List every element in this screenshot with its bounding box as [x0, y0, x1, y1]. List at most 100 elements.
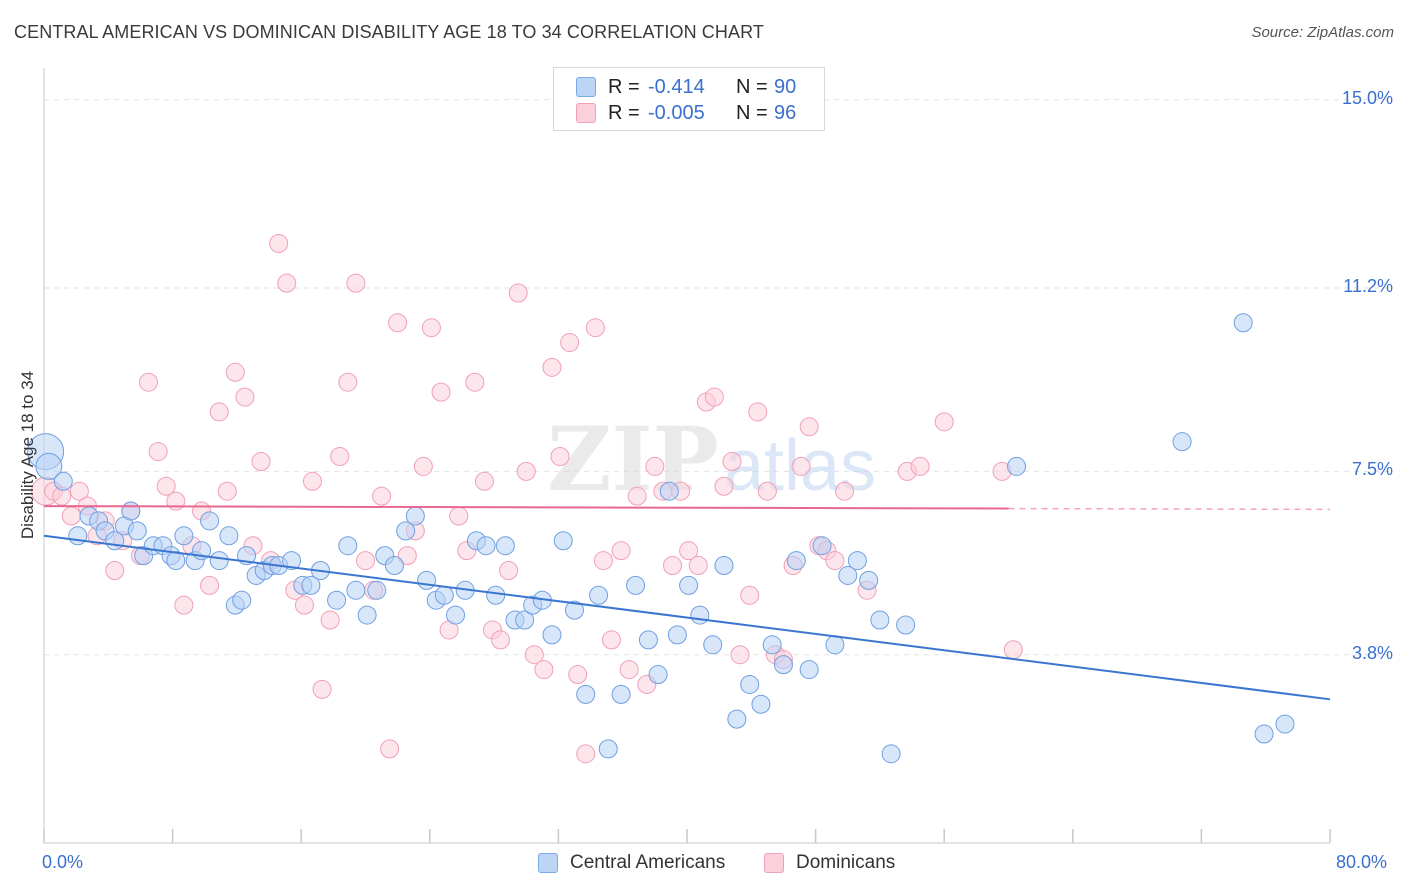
data-point	[576, 744, 596, 764]
trend-lines	[43, 505, 1331, 701]
data-point	[235, 387, 255, 407]
data-point	[232, 590, 252, 610]
data-point	[282, 551, 302, 571]
data-point	[421, 318, 441, 338]
data-point	[338, 536, 358, 556]
data-point	[1233, 313, 1253, 333]
data-point	[1003, 640, 1023, 660]
data-point	[740, 674, 760, 694]
data-point	[174, 595, 194, 615]
data-point	[413, 456, 433, 476]
data-point	[508, 283, 528, 303]
y-tick-label: 7.5%	[1351, 459, 1393, 480]
data-point	[148, 442, 168, 462]
data-point	[495, 536, 515, 556]
data-point	[200, 575, 220, 595]
data-point	[405, 506, 425, 526]
data-point	[704, 387, 724, 407]
series-label: Dominicans	[796, 852, 896, 873]
data-point	[799, 660, 819, 680]
chart-source: Source: ZipAtlas.com	[1251, 24, 1394, 41]
series-dominicans	[31, 233, 1023, 764]
data-point	[524, 645, 544, 665]
data-point	[847, 551, 867, 571]
trend-line-dominicans	[43, 505, 1009, 510]
data-point	[722, 451, 742, 471]
data-point	[659, 481, 679, 501]
data-point	[740, 585, 760, 605]
data-point	[627, 486, 647, 506]
data-point	[1172, 432, 1192, 452]
data-point	[611, 684, 631, 704]
data-point	[449, 506, 469, 526]
data-point	[68, 526, 88, 546]
data-point	[786, 551, 806, 571]
data-point	[812, 536, 832, 556]
data-point	[53, 471, 73, 491]
data-point	[688, 556, 708, 576]
data-point	[499, 560, 519, 580]
data-point	[121, 501, 141, 521]
data-point	[703, 635, 723, 655]
data-point	[294, 595, 314, 615]
data-point	[417, 570, 437, 590]
data-point	[1275, 714, 1295, 734]
y-axis-title: Disability Age 18 to 34	[18, 370, 37, 540]
data-point	[127, 521, 147, 541]
data-point	[330, 447, 350, 467]
data-point	[714, 476, 734, 496]
data-point	[388, 313, 408, 333]
series-legend-dominicans[interactable]: Dominicans	[764, 852, 895, 874]
data-point	[757, 481, 777, 501]
data-point	[434, 585, 454, 605]
legend-r-label: R =	[608, 75, 640, 98]
data-point	[859, 570, 879, 590]
data-point	[791, 456, 811, 476]
data-point	[773, 655, 793, 675]
data-point	[589, 585, 609, 605]
data-point	[384, 556, 404, 576]
data-point	[200, 511, 220, 531]
data-point	[69, 481, 89, 501]
data-point	[835, 481, 855, 501]
data-point	[648, 665, 668, 685]
data-point	[486, 585, 506, 605]
data-point	[585, 318, 605, 338]
data-point	[105, 560, 125, 580]
data-point	[838, 565, 858, 585]
series-legend-central-americans[interactable]: Central Americans	[538, 852, 725, 874]
y-tick-label: 15.0%	[1341, 87, 1393, 108]
data-point	[397, 546, 417, 566]
data-point	[277, 273, 297, 293]
legend-n-value: 90	[774, 75, 797, 98]
data-point	[251, 451, 271, 471]
data-point	[910, 456, 930, 476]
data-point	[593, 551, 613, 571]
data-point	[934, 412, 954, 432]
data-point	[61, 506, 81, 526]
data-point	[465, 372, 485, 392]
series-label: Central Americans	[570, 852, 726, 873]
data-point	[825, 551, 845, 571]
legend-n-label: N =	[736, 101, 768, 124]
x-tick-label-min: 0.0%	[42, 852, 84, 872]
data-point	[564, 600, 584, 620]
data-point	[560, 333, 580, 353]
data-point	[553, 531, 573, 551]
data-point	[568, 665, 588, 685]
data-point	[870, 610, 890, 630]
data-point	[896, 615, 916, 635]
data-point	[327, 590, 347, 610]
data-point	[714, 556, 734, 576]
data-point	[138, 372, 158, 392]
data-point	[338, 372, 358, 392]
data-point	[727, 709, 747, 729]
data-point	[1007, 456, 1027, 476]
data-point	[645, 456, 665, 476]
data-point	[690, 605, 710, 625]
series-swatch-blue	[538, 853, 558, 873]
data-points	[27, 233, 1295, 764]
data-point	[356, 551, 375, 571]
data-point	[825, 635, 845, 655]
